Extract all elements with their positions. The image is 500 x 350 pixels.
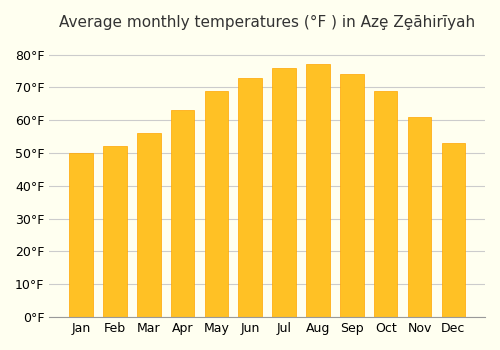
Bar <box>238 77 262 317</box>
Bar <box>272 68 296 317</box>
Bar <box>137 133 160 317</box>
Bar <box>170 110 194 317</box>
Bar <box>204 91 229 317</box>
Bar <box>306 64 330 317</box>
Bar <box>340 74 363 317</box>
Bar <box>408 117 432 317</box>
Bar <box>442 143 465 317</box>
Bar <box>103 146 126 317</box>
Bar <box>69 153 93 317</box>
Bar <box>374 91 398 317</box>
Title: Average monthly temperatures (°F ) in Azȩ Zȩāhirīyah: Average monthly temperatures (°F ) in Az… <box>59 15 475 30</box>
